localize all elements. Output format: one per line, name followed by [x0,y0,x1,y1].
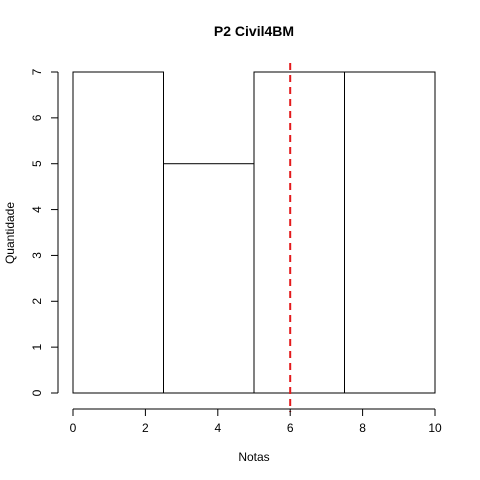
y-tick-label: 7 [30,68,44,75]
y-tick-label: 5 [30,160,44,167]
x-tick-label: 8 [359,421,366,435]
y-tick-label: 0 [30,389,44,396]
y-tick-label: 4 [30,206,44,213]
chart-title: P2 Civil4BM [214,23,294,39]
histogram-bar [72,71,164,394]
y-tick-label: 3 [30,252,44,259]
histogram-bar [253,71,345,394]
x-tick-label: 4 [214,421,221,435]
x-tick-label: 6 [287,421,294,435]
histogram-bars [72,71,436,394]
x-tick-label: 10 [428,421,442,435]
y-tick-label: 2 [30,298,44,305]
x-tick-label: 0 [70,421,77,435]
y-axis-label: Quantidade [3,202,17,264]
x-axis: 0 2 4 6 8 10 [70,408,442,435]
histogram-bar [344,71,436,394]
y-tick-label: 6 [30,114,44,121]
y-tick-label: 1 [30,343,44,350]
x-tick-label: 2 [142,421,149,435]
y-axis: 0 1 2 3 4 5 6 7 [30,68,59,396]
histogram-bar [163,163,255,394]
x-axis-label: Notas [238,450,269,464]
